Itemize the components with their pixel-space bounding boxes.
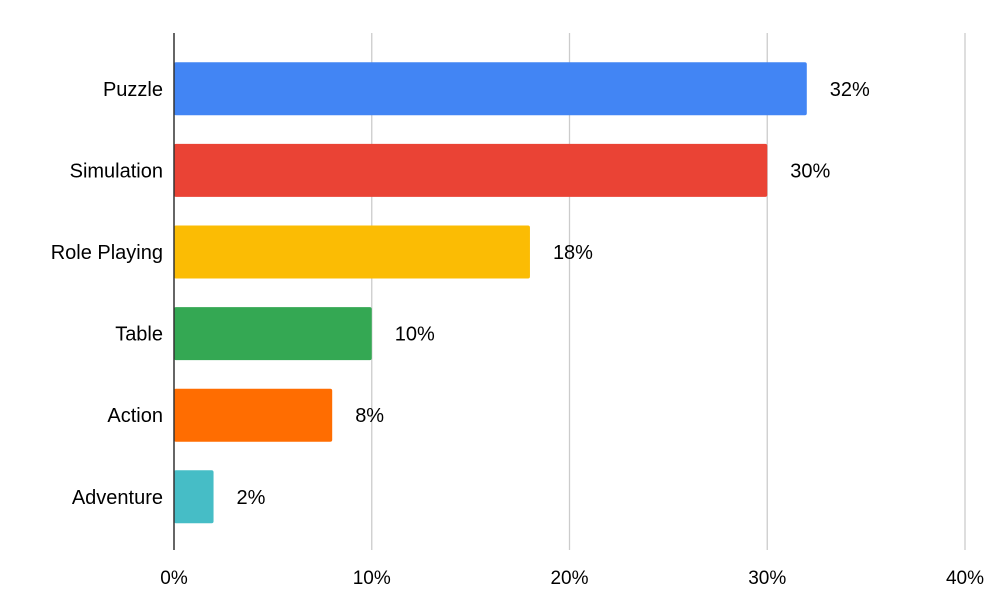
category-label: Action — [107, 405, 163, 427]
category-label: Role Playing — [51, 242, 163, 264]
bars — [174, 62, 807, 524]
data-label: 2% — [237, 487, 266, 509]
x-tick-label: 30% — [748, 568, 786, 589]
category-label: Adventure — [72, 487, 163, 509]
labels: 0% 10% 20% 30% 40% Puzzle 32% Simulation 30% Role… — [51, 79, 984, 589]
data-label: 32% — [830, 79, 870, 101]
bar-table — [174, 307, 372, 361]
x-tick-label: 40% — [946, 568, 984, 589]
data-label: 8% — [355, 405, 384, 427]
x-tick-label: 10% — [353, 568, 391, 589]
gridlines — [371, 33, 966, 550]
bar-adventure — [174, 470, 214, 524]
bar-simulation — [174, 143, 768, 197]
data-label: 30% — [790, 160, 830, 182]
category-label: Puzzle — [103, 79, 163, 101]
bar-puzzle — [174, 62, 807, 116]
x-tick-label: 0% — [160, 568, 188, 589]
category-label: Simulation — [70, 160, 163, 182]
category-label: Table — [115, 324, 163, 346]
bar-role-playing — [174, 225, 530, 279]
data-label: 18% — [553, 242, 593, 264]
data-label: 10% — [395, 324, 435, 346]
bar-action — [174, 388, 333, 442]
x-tick-label: 20% — [550, 568, 588, 589]
